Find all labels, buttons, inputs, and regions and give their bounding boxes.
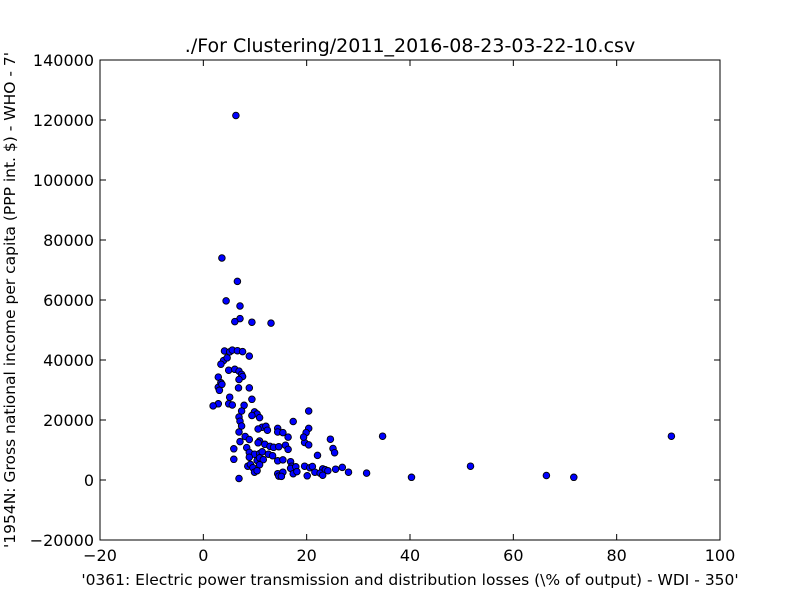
data-point [225,393,234,401]
data-point [263,426,272,434]
data-point [254,425,262,433]
data-point [318,471,327,479]
y-tick-label: 20000 [43,411,94,430]
y-tick-label: 80000 [43,231,94,250]
data-point [330,448,339,457]
data-point [303,472,311,480]
data-point [209,402,217,410]
data-point [248,395,256,404]
data-point [238,347,247,356]
data-point [313,451,322,460]
y-tick-label: 120000 [33,111,94,130]
data-points [209,111,676,483]
data-point [235,428,243,436]
x-tick-label: 0 [198,546,208,565]
data-point [324,466,332,475]
data-point [331,465,340,473]
data-point [289,417,297,426]
x-tick-label: −20 [83,546,117,565]
plot-area [99,59,721,541]
x-tick-label: 20 [296,546,316,565]
data-point [230,445,238,453]
data-point [268,451,277,460]
y-tick-label: 0 [84,471,94,490]
data-point [293,467,301,476]
y-tick-labels: −20000 0 20000 40000 60000 80000 100000 120000 1… [30,51,94,550]
data-point [215,386,224,395]
data-point [667,432,676,440]
data-point [570,473,578,482]
data-point [279,428,287,437]
data-point [255,413,264,422]
data-point [304,441,313,449]
data-point [245,352,254,360]
x-axis-label: '0361: Electric power transmission and d… [81,571,738,589]
data-point [217,360,225,368]
y-axis-label: '1954N: Gross national income per capita… [1,52,19,548]
data-point [275,442,283,451]
x-tick-label: 80 [606,546,626,565]
data-point [232,111,240,120]
data-point [218,254,226,262]
data-point [245,453,254,461]
data-point [236,437,244,446]
data-point [233,277,242,286]
data-point [344,468,353,476]
data-point [466,462,475,470]
data-point [279,456,287,464]
data-point [248,318,256,326]
y-tick-label: 140000 [33,51,94,70]
x-tick-label: 60 [503,546,523,565]
y-tick-label: 100000 [33,171,94,190]
data-point [362,469,371,477]
data-point [253,466,261,475]
data-point [326,435,335,443]
data-point [267,319,275,327]
axis-ticks [99,59,721,541]
data-point [222,297,230,305]
data-point [407,473,416,482]
data-point [284,445,292,454]
data-point [234,384,243,392]
data-point [304,407,313,415]
data-point [542,471,551,480]
data-point [230,455,238,464]
x-tick-labels: −20 0 20 40 60 80 100 [83,546,735,565]
data-point [228,401,237,409]
x-tick-label: 40 [400,546,420,565]
data-point [245,384,254,392]
data-point [284,433,292,441]
data-point [338,463,347,472]
data-point [235,375,243,384]
data-point [299,433,308,441]
data-point [235,474,243,483]
data-point [259,455,268,464]
chart-title: ./For Clustering/2011_2016-08-23-03-22-1… [185,35,635,57]
y-tick-label: 60000 [43,291,94,310]
data-point [378,432,387,440]
y-tick-label: −20000 [30,531,94,550]
data-point [245,435,254,444]
x-tick-label: 100 [705,546,736,565]
data-point [277,472,286,481]
data-point [236,302,244,310]
data-point [231,317,239,326]
data-point [224,366,233,374]
data-point [254,439,262,447]
data-point [248,411,256,420]
y-tick-label: 40000 [43,351,94,370]
data-point [223,354,231,362]
